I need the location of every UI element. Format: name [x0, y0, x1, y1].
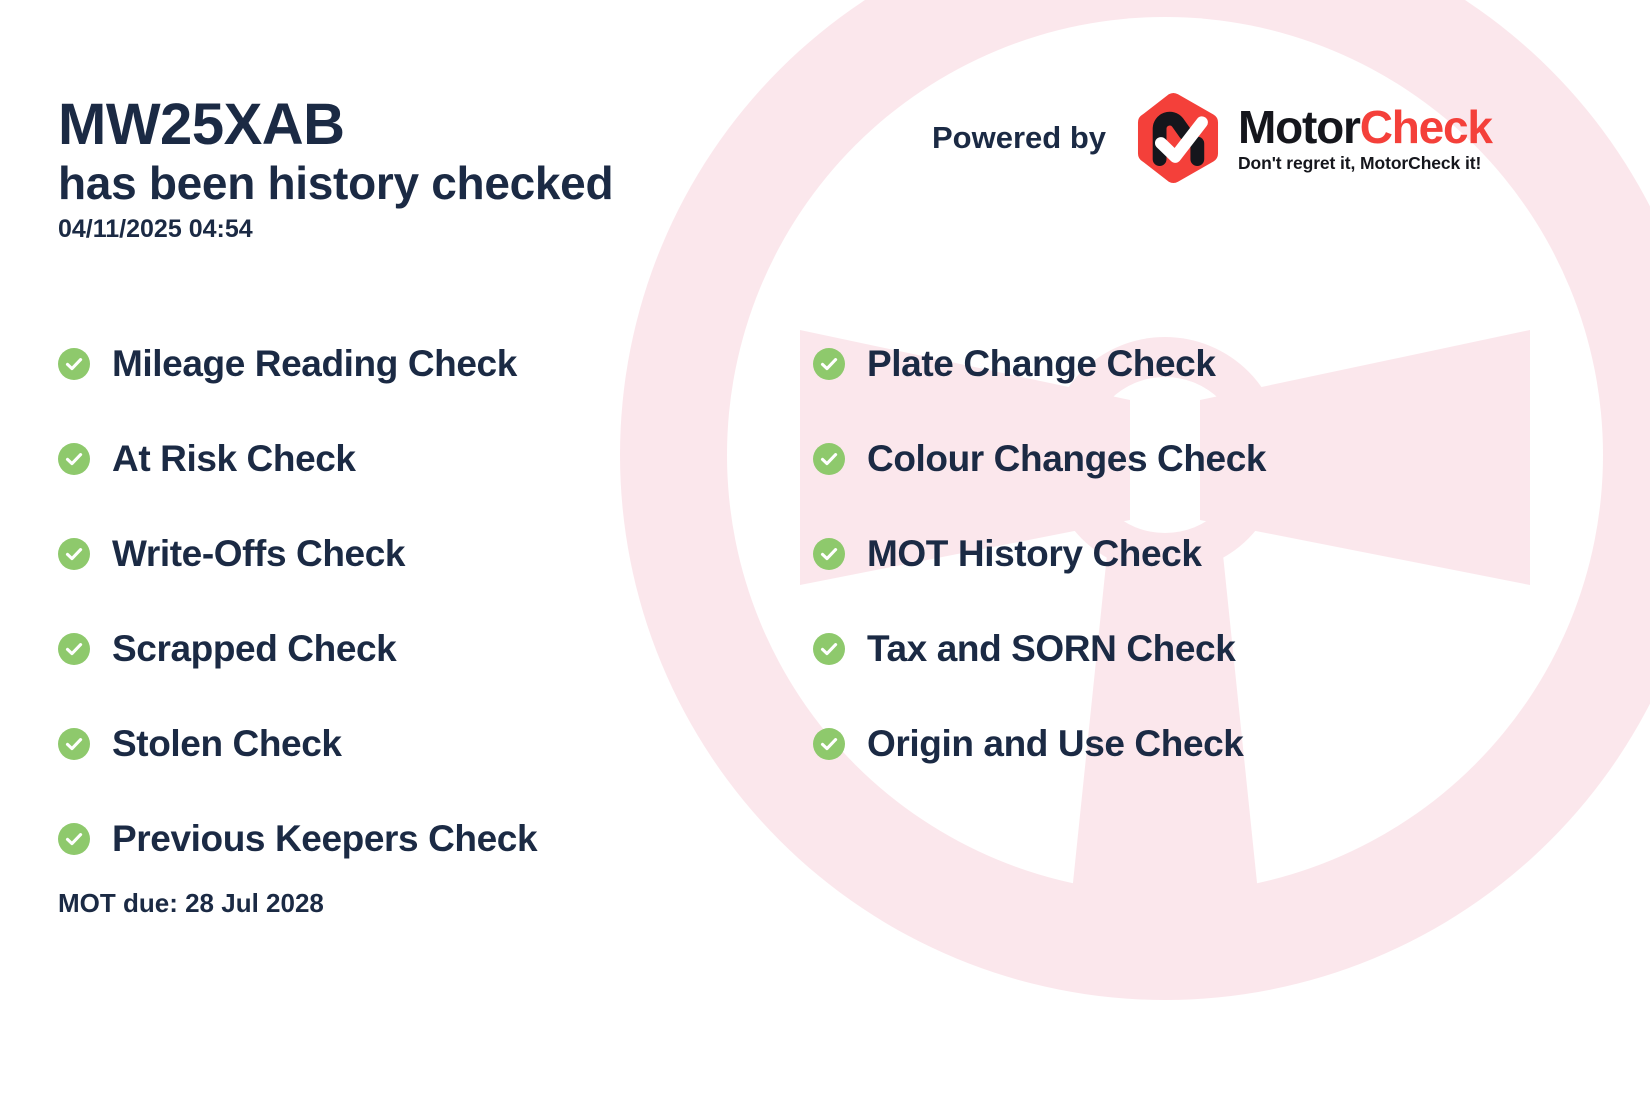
check-label: Mileage Reading Check — [112, 343, 517, 384]
check-item-write-offs: Write-Offs Check — [58, 506, 778, 601]
check-item-tax-and-sorn: Tax and SORN Check — [813, 601, 1573, 696]
tagline-part-three: it! — [1460, 152, 1482, 173]
check-item-scrapped: Scrapped Check — [58, 601, 778, 696]
tagline-part-one: Don't regret it, Motor — [1238, 152, 1409, 173]
check-label: Previous Keepers Check — [112, 818, 538, 859]
check-timestamp: 04/11/2025 04:54 — [58, 215, 253, 244]
motorcheck-wordmark-block: MotorCheck Don't regret it, MotorCheck i… — [1238, 100, 1493, 173]
check-item-mileage-reading: Mileage Reading Check — [58, 316, 778, 411]
powered-by-label: Powered by — [932, 120, 1106, 155]
motorcheck-wordmark: MotorCheck — [1238, 100, 1493, 153]
wordmark-check: Check — [1359, 100, 1493, 153]
check-circle-icon — [58, 822, 90, 855]
check-item-origin-and-use: Origin and Use Check — [813, 696, 1573, 791]
check-item-colour-changes: Colour Changes Check — [813, 411, 1573, 506]
tagline-check-word: Check — [1408, 152, 1461, 173]
check-label: Plate Change Check — [867, 343, 1216, 384]
check-circle-icon — [813, 537, 845, 570]
check-item-at-risk: At Risk Check — [58, 411, 778, 506]
check-item-stolen: Stolen Check — [58, 696, 778, 791]
check-circle-icon — [58, 727, 90, 760]
registration-plate: MW25XAB — [58, 92, 345, 157]
check-circle-icon — [813, 442, 845, 475]
header-subtitle: has been history checked — [58, 156, 614, 209]
motorcheck-logo[interactable]: MotorCheck Don't regret it, MotorCheck i… — [1132, 92, 1493, 184]
wordmark-motor: Motor — [1238, 100, 1361, 153]
check-circle-icon — [813, 347, 845, 380]
check-circle-icon — [813, 632, 845, 665]
check-item-plate-change: Plate Change Check — [813, 316, 1573, 411]
check-label: Tax and SORN Check — [867, 628, 1236, 669]
motorcheck-hexagon-logo-icon — [1137, 93, 1219, 183]
check-circle-icon — [58, 347, 90, 380]
check-circle-icon — [813, 727, 845, 760]
checks-right-column: Plate Change Check Colour Changes Check … — [813, 316, 1573, 791]
check-label: Origin and Use Check — [867, 723, 1244, 764]
check-label: At Risk Check — [112, 438, 356, 479]
check-label: Stolen Check — [112, 723, 342, 764]
check-circle-icon — [58, 632, 90, 665]
motorcheck-tagline: Don't regret it, MotorCheck it! — [1238, 152, 1492, 173]
vehicle-header: MW25XAB has been history checked 04/11/2… — [58, 92, 614, 244]
check-item-mot-history: MOT History Check — [813, 506, 1573, 601]
check-circle-icon — [58, 537, 90, 570]
checks-left-column: Mileage Reading Check At Risk Check Writ… — [58, 316, 778, 886]
check-label: Write-Offs Check — [112, 533, 406, 574]
check-circle-icon — [58, 442, 90, 475]
check-label: Scrapped Check — [112, 628, 397, 669]
powered-by-block: Powered by MotorCheck Don't regret it, M… — [932, 92, 1493, 184]
check-label: MOT History Check — [867, 533, 1202, 574]
mot-due-label: MOT due: 28 Jul 2028 — [58, 888, 324, 918]
check-item-previous-keepers: Previous Keepers Check — [58, 791, 778, 886]
check-label: Colour Changes Check — [867, 438, 1267, 479]
